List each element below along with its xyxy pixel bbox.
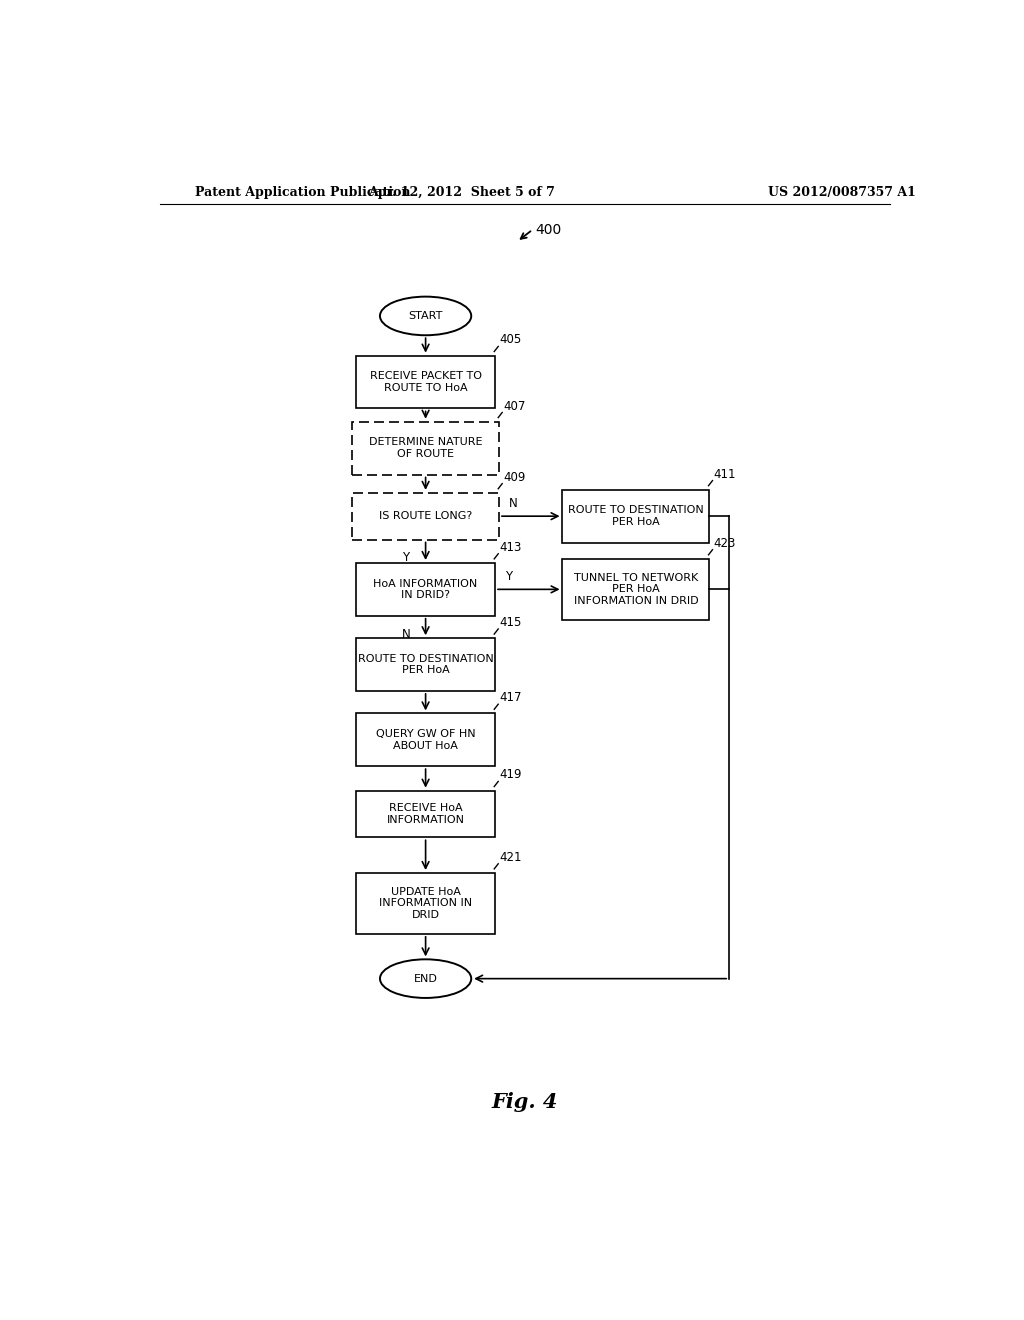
Bar bbox=[356, 873, 495, 935]
Text: 411: 411 bbox=[714, 467, 736, 480]
Text: 419: 419 bbox=[499, 768, 521, 781]
Bar bbox=[356, 713, 495, 766]
Text: 405: 405 bbox=[499, 334, 521, 346]
Text: QUERY GW OF HN
ABOUT HoA: QUERY GW OF HN ABOUT HoA bbox=[376, 729, 475, 751]
Text: N: N bbox=[509, 498, 517, 510]
Bar bbox=[356, 562, 495, 616]
Text: Y: Y bbox=[505, 570, 512, 583]
Text: END: END bbox=[414, 974, 437, 983]
Text: 407: 407 bbox=[503, 400, 525, 412]
Bar bbox=[352, 421, 499, 474]
Ellipse shape bbox=[380, 297, 471, 335]
Text: UPDATE HoA
INFORMATION IN
DRID: UPDATE HoA INFORMATION IN DRID bbox=[379, 887, 472, 920]
Text: 409: 409 bbox=[503, 471, 525, 483]
Text: 421: 421 bbox=[499, 851, 521, 863]
Text: RECEIVE PACKET TO
ROUTE TO HoA: RECEIVE PACKET TO ROUTE TO HoA bbox=[370, 371, 481, 393]
Bar bbox=[562, 558, 710, 620]
Text: 400: 400 bbox=[536, 223, 561, 236]
Text: RECEIVE HoA
INFORMATION: RECEIVE HoA INFORMATION bbox=[387, 803, 465, 825]
Text: IS ROUTE LONG?: IS ROUTE LONG? bbox=[379, 511, 472, 521]
Text: HoA INFORMATION
IN DRID?: HoA INFORMATION IN DRID? bbox=[374, 578, 478, 601]
Bar bbox=[356, 355, 495, 408]
Text: ROUTE TO DESTINATION
PER HoA: ROUTE TO DESTINATION PER HoA bbox=[357, 653, 494, 676]
Text: TUNNEL TO NETWORK
PER HoA
INFORMATION IN DRID: TUNNEL TO NETWORK PER HoA INFORMATION IN… bbox=[573, 573, 698, 606]
Text: START: START bbox=[409, 312, 442, 321]
Bar bbox=[356, 791, 495, 837]
Text: 417: 417 bbox=[499, 692, 521, 704]
Text: DETERMINE NATURE
OF ROUTE: DETERMINE NATURE OF ROUTE bbox=[369, 437, 482, 459]
Text: Apr. 12, 2012  Sheet 5 of 7: Apr. 12, 2012 Sheet 5 of 7 bbox=[368, 186, 555, 199]
Text: Fig. 4: Fig. 4 bbox=[492, 1092, 558, 1111]
Ellipse shape bbox=[380, 960, 471, 998]
Text: Y: Y bbox=[402, 552, 410, 565]
Text: N: N bbox=[401, 627, 411, 640]
Text: 415: 415 bbox=[499, 616, 521, 630]
Bar bbox=[356, 638, 495, 690]
Bar bbox=[352, 492, 499, 540]
Bar bbox=[562, 490, 710, 543]
Text: 423: 423 bbox=[714, 537, 735, 549]
Text: 413: 413 bbox=[499, 541, 521, 554]
Text: US 2012/0087357 A1: US 2012/0087357 A1 bbox=[768, 186, 916, 199]
Text: ROUTE TO DESTINATION
PER HoA: ROUTE TO DESTINATION PER HoA bbox=[568, 506, 703, 527]
Text: Patent Application Publication: Patent Application Publication bbox=[196, 186, 411, 199]
